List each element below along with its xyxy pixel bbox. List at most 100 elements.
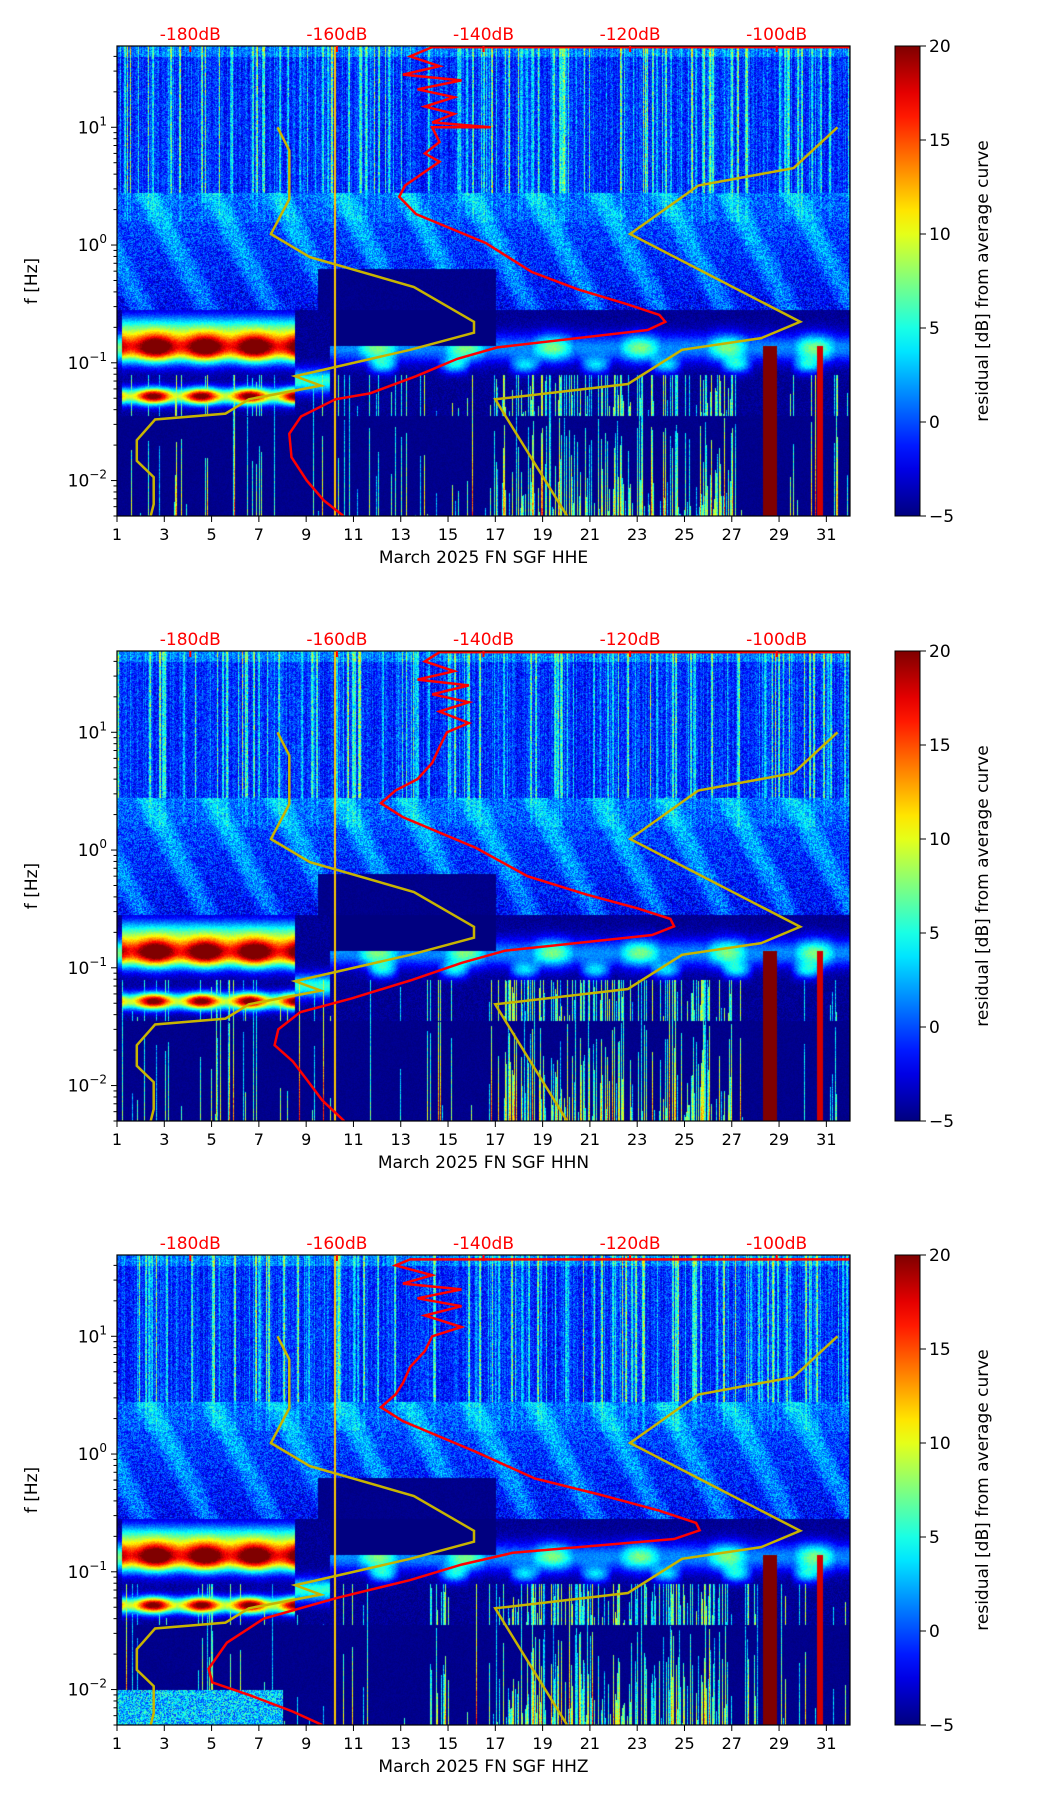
- x-tick-label: 27: [722, 525, 742, 544]
- x-tick-label: 9: [301, 1130, 311, 1149]
- y-tick-label: 10−1: [68, 1559, 107, 1583]
- y-tick-label: 101: [78, 719, 107, 743]
- x-axis-label: March 2025 FN SGF HHZ: [378, 1757, 588, 1777]
- x-tick-label: 29: [769, 1734, 789, 1753]
- y-tick-label: 100: [78, 232, 107, 256]
- x-tick-label: 29: [769, 525, 789, 544]
- x-tick-label: 11: [343, 1130, 363, 1149]
- y-axis-label: f [Hz]: [22, 1467, 42, 1513]
- x-tick-label: 7: [254, 1734, 264, 1753]
- median-psd-curve: [273, 651, 850, 1121]
- db-tick-label: -180dB: [160, 25, 221, 45]
- x-tick-label: 17: [485, 1734, 505, 1753]
- x-tick-label: 23: [627, 1734, 647, 1753]
- colorbar-label: residual [dB] from average curve: [973, 140, 993, 421]
- plot-frame: [116, 650, 851, 1122]
- plot-frame: [116, 45, 851, 517]
- colorbar-tick-label: 15: [929, 131, 951, 151]
- spectrogram-panel-1: 1 3 5 7 9 11 13 15 17 19 21 23 25 27 29 31 March 2025 FN…: [0, 0, 1052, 605]
- x-tick-label: 1: [112, 1130, 122, 1149]
- nlnm-curve: [135, 731, 476, 1121]
- colorbar-tick-label: 10: [929, 830, 951, 850]
- x-tick-label: 25: [674, 1734, 694, 1753]
- colorbar-tick-label: −5: [929, 507, 954, 527]
- db-tick-label: -120dB: [600, 25, 661, 45]
- x-tick-label: 7: [254, 525, 264, 544]
- x-tick-label: 29: [769, 1130, 789, 1149]
- x-tick-label: 15: [438, 525, 458, 544]
- colorbar-tick-label: −5: [929, 1112, 954, 1132]
- spectrogram-panel-2: 1 3 5 7 9 11 13 15 17 19 21 23 25 27 29 31 March 2025 FN…: [0, 605, 1052, 1210]
- x-tick-label: 15: [438, 1734, 458, 1753]
- x-tick-label: 7: [254, 1130, 264, 1149]
- colorbar-tick-label: −5: [929, 1716, 954, 1736]
- median-psd-curve: [207, 1258, 850, 1725]
- colorbar: [894, 45, 921, 517]
- x-tick-label: 21: [580, 1130, 600, 1149]
- x-tick-label: 3: [159, 1734, 169, 1753]
- colorbar-tick-label: 10: [929, 225, 951, 245]
- spectrogram-panel-3: 1 3 5 7 9 11 13 15 17 19 21 23 25 27 29 31 March 2025 FN…: [0, 1209, 1052, 1814]
- x-tick-label: 31: [816, 1734, 836, 1753]
- db-tick-label: -180dB: [160, 630, 221, 650]
- db-tick-label: -100dB: [746, 630, 807, 650]
- x-tick-label: 19: [532, 1734, 552, 1753]
- x-tick-label: 21: [580, 525, 600, 544]
- db-tick-label: -140dB: [453, 25, 514, 45]
- spectrogram-image: [117, 651, 850, 1121]
- x-tick-label: 13: [391, 1734, 411, 1753]
- colorbar-tick-label: 0: [929, 1622, 940, 1642]
- x-tick-label: 5: [206, 1130, 216, 1149]
- colorbar-tick-label: 0: [929, 1018, 940, 1038]
- db-tick-label: -180dB: [160, 1234, 221, 1254]
- colorbar-tick-label: 0: [929, 413, 940, 433]
- db-tick-label: -120dB: [600, 1234, 661, 1254]
- x-axis-label: March 2025 FN SGF HHN: [378, 1153, 589, 1173]
- x-tick-label: 27: [722, 1734, 742, 1753]
- x-tick-label: 27: [722, 1130, 742, 1149]
- x-tick-label: 21: [580, 1734, 600, 1753]
- y-tick-label: 10−2: [68, 1073, 107, 1097]
- y-axis-label: f [Hz]: [22, 258, 42, 304]
- x-tick-label: 31: [816, 1130, 836, 1149]
- y-axis-label: f [Hz]: [22, 863, 42, 909]
- db-tick-label: -160dB: [306, 1234, 367, 1254]
- db-tick-label: -160dB: [306, 25, 367, 45]
- colorbar-label: residual [dB] from average curve: [973, 1349, 993, 1630]
- x-tick-label: 11: [343, 1734, 363, 1753]
- x-tick-label: 19: [532, 525, 552, 544]
- x-tick-label: 23: [627, 525, 647, 544]
- x-tick-label: 5: [206, 525, 216, 544]
- db-tick-label: -140dB: [453, 630, 514, 650]
- x-tick-label: 3: [159, 525, 169, 544]
- db-tick-label: -140dB: [453, 1234, 514, 1254]
- y-tick-label: 10−1: [68, 955, 107, 979]
- db-tick-label: -120dB: [600, 630, 661, 650]
- x-tick-label: 9: [301, 525, 311, 544]
- x-tick-label: 25: [674, 1130, 694, 1149]
- colorbar: [894, 1254, 921, 1726]
- x-tick-label: 13: [391, 525, 411, 544]
- plot-frame: [116, 1254, 851, 1726]
- db-tick-label: -100dB: [746, 1234, 807, 1254]
- median-psd-curve: [288, 46, 850, 516]
- x-tick-label: 15: [438, 1130, 458, 1149]
- colorbar-tick-label: 5: [929, 924, 940, 944]
- x-tick-label: 31: [816, 525, 836, 544]
- y-tick-label: 100: [78, 837, 107, 861]
- spectrogram-image: [117, 1255, 850, 1725]
- colorbar-tick-label: 10: [929, 1434, 951, 1454]
- nhnm-curve: [493, 1335, 839, 1725]
- nlnm-curve: [135, 1335, 476, 1725]
- nlnm-curve: [135, 126, 476, 516]
- colorbar-tick-label: 15: [929, 1340, 951, 1360]
- colorbar: [894, 650, 921, 1122]
- y-tick-label: 10−1: [68, 350, 107, 374]
- x-tick-label: 9: [301, 1734, 311, 1753]
- nhnm-curve: [493, 731, 839, 1121]
- colorbar-tick-label: 5: [929, 319, 940, 339]
- x-tick-label: 1: [112, 1734, 122, 1753]
